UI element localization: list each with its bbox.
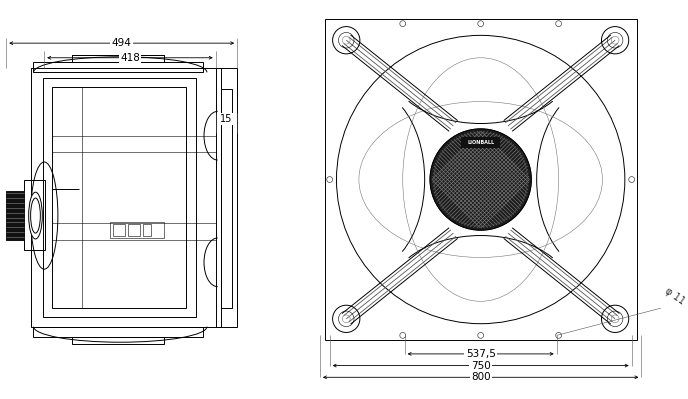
Bar <box>72 337 164 344</box>
Ellipse shape <box>29 192 42 239</box>
Text: LIONBALL: LIONBALL <box>467 140 494 145</box>
Text: 750: 750 <box>471 361 491 371</box>
Text: 537,5: 537,5 <box>466 349 495 359</box>
Bar <box>43 78 196 317</box>
Bar <box>24 180 45 250</box>
Text: 15: 15 <box>220 114 233 124</box>
Bar <box>6 191 24 240</box>
Bar <box>128 224 140 236</box>
Bar <box>142 224 151 236</box>
Bar <box>32 327 203 337</box>
Bar <box>72 55 164 62</box>
Bar <box>52 87 186 308</box>
Text: 418: 418 <box>120 53 140 63</box>
Bar <box>114 224 125 236</box>
Text: φ 11: φ 11 <box>663 285 687 306</box>
Bar <box>30 69 221 327</box>
Text: 800: 800 <box>471 372 491 382</box>
Bar <box>32 62 203 72</box>
Bar <box>461 137 500 148</box>
Bar <box>216 69 237 327</box>
Bar <box>221 89 233 308</box>
Bar <box>111 222 164 238</box>
Text: 494: 494 <box>111 38 131 48</box>
Bar <box>325 19 636 340</box>
Circle shape <box>430 129 531 230</box>
